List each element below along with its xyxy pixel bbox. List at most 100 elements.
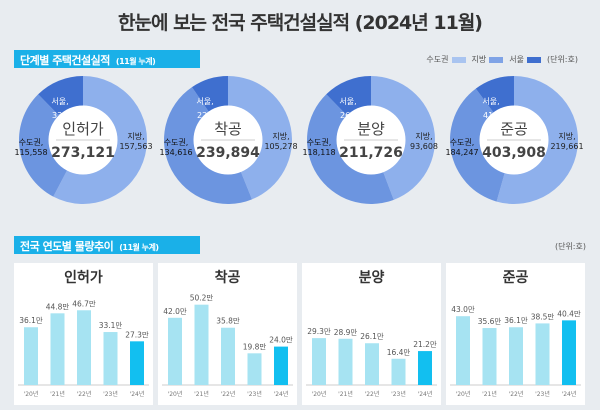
bar-value-label: 43.0만: [451, 305, 475, 314]
bar: [338, 338, 353, 385]
bar-value-label: 50.2만: [190, 294, 214, 303]
bar-value-label: 36.1만: [504, 316, 528, 325]
value-sudo: 118,118: [302, 148, 335, 157]
bar: [509, 327, 523, 385]
bar: [456, 316, 470, 385]
label-sudo: 수도권,: [164, 137, 189, 147]
x-tick-label: '24년: [418, 390, 433, 398]
donut-charts: 인허가273,121지방,157,563수도권,115,558서울,33,716…: [14, 76, 584, 204]
x-tick-label: '20년: [24, 390, 39, 398]
bar: [247, 353, 262, 385]
bar: [24, 327, 38, 385]
x-tick-label: '21년: [194, 390, 209, 398]
legend: 수도권 지방 서울 (단위:호): [426, 54, 578, 65]
x-tick-label: '22년: [77, 390, 92, 398]
section-header-trend: 전국 연도별 물량추이 (11월 누계): [14, 236, 200, 254]
label-seoul: 서울,: [482, 97, 499, 106]
bar-value-label: 16.4만: [387, 348, 411, 357]
bar-chart-title: 준공: [502, 270, 529, 286]
bar-panel: 인허가 36.1만 '20년 44.8만 '21년 46.7만 '22년 33.1만 '23년 2…: [14, 263, 153, 405]
section-label: 단계별 주택건설실적: [20, 54, 110, 67]
bar: [274, 346, 288, 385]
donut-title: 착공: [214, 120, 242, 138]
x-tick-label: '23년: [103, 390, 118, 398]
bar: [562, 320, 576, 385]
bar-chart-title: 착공: [214, 270, 241, 286]
slice-jibang: [371, 76, 436, 200]
bar-value-label: 35.6만: [478, 317, 502, 326]
x-tick-label: '22년: [221, 390, 236, 398]
x-tick-label: '23년: [247, 390, 262, 398]
slice-seoul: [475, 76, 514, 113]
unit-label-trend: (단위:호): [554, 242, 586, 251]
x-tick-label: '24년: [274, 390, 289, 398]
legend-item-jibang: 지방: [472, 54, 504, 65]
bar-value-label: 26.1만: [360, 332, 384, 341]
bar-value-label: 42.0만: [163, 307, 187, 316]
bar: [221, 327, 235, 385]
section-label: 전국 연도별 물량추이: [20, 240, 114, 253]
bar-value-label: 35.8만: [216, 317, 240, 326]
bar-panel: 착공 42.0만 '20년 50.2만 '21년 35.8만 '22년 19.8만 '23년 24…: [158, 263, 297, 405]
bar-value-label: 44.8만: [46, 302, 70, 311]
slice-seoul: [38, 76, 83, 116]
donut-total: 211,726: [339, 145, 403, 161]
legend-item-seoul: 서울: [509, 54, 541, 65]
bar-chart-title: 분양: [358, 270, 385, 286]
bar: [391, 358, 406, 385]
bar-value-label: 19.8만: [243, 342, 267, 351]
bar: [77, 310, 91, 385]
label-jibang: 지방,: [558, 131, 575, 141]
label-jibang: 지방,: [272, 131, 289, 141]
donut-title: 준공: [500, 120, 528, 138]
value-sudo: 115,558: [14, 148, 47, 157]
bar: [103, 332, 118, 385]
slice-seoul: [326, 76, 371, 116]
x-tick-label: '20년: [168, 390, 183, 398]
x-tick-label: '23년: [391, 390, 406, 398]
x-tick-label: '22년: [509, 390, 524, 398]
x-tick-label: '22년: [365, 390, 380, 398]
bar-panel: 준공 43.0만 '20년 35.6만 '21년 36.1만 '22년 38.5만 '23년 40…: [446, 263, 585, 405]
x-tick-label: '21년: [338, 390, 353, 398]
bar-chart-title: 인허가: [64, 270, 103, 286]
bar-value-label: 38.5만: [531, 312, 555, 321]
label-sudo: 수도권,: [307, 137, 332, 147]
label-sudo: 수도권,: [450, 137, 475, 147]
label-jibang: 지방,: [415, 131, 432, 141]
donut-total: 239,894: [196, 145, 260, 161]
bar-value-label: 46.7만: [72, 299, 96, 308]
x-tick-label: '20년: [312, 390, 327, 398]
donut-title: 분양: [357, 120, 385, 138]
bar-value-label: 21.2만: [413, 340, 437, 349]
value-seoul: 41,116: [483, 111, 511, 120]
section-note: (11월 누계): [115, 57, 156, 66]
bar-value-label: 40.4만: [557, 309, 581, 318]
slice-seoul: [191, 76, 228, 112]
value-jibang: 157,563: [119, 142, 152, 151]
bar: [168, 317, 182, 385]
value-seoul: 22,813: [197, 111, 225, 120]
value-jibang: 219,661: [550, 142, 583, 151]
bar-value-label: 28.9만: [334, 328, 358, 337]
value-seoul: 26,084: [340, 111, 368, 120]
label-jibang: 지방,: [127, 131, 144, 141]
slice-sudo: [307, 94, 394, 204]
value-sudo: 134,616: [159, 148, 192, 157]
value-jibang: 93,608: [410, 142, 438, 151]
donut-title: 인허가: [62, 120, 104, 138]
x-tick-label: '21년: [482, 390, 497, 398]
value-sudo: 184,247: [445, 148, 478, 157]
bar: [130, 341, 144, 385]
legend-item-sudo: 수도권: [426, 54, 466, 65]
donut-total: 273,121: [51, 145, 115, 161]
slice-jibang: [228, 76, 292, 200]
bar-value-label: 29.3만: [307, 327, 331, 336]
value-seoul: 33,716: [52, 111, 80, 120]
bar: [365, 343, 379, 385]
page-title: 한눈에 보는 전국 주택건설실적 (2024년 11월): [118, 12, 483, 34]
label-seoul: 서울,: [196, 97, 213, 106]
slice-jibang: [53, 76, 147, 204]
slice-jibang: [496, 76, 578, 204]
label-sudo: 수도권,: [19, 137, 44, 147]
